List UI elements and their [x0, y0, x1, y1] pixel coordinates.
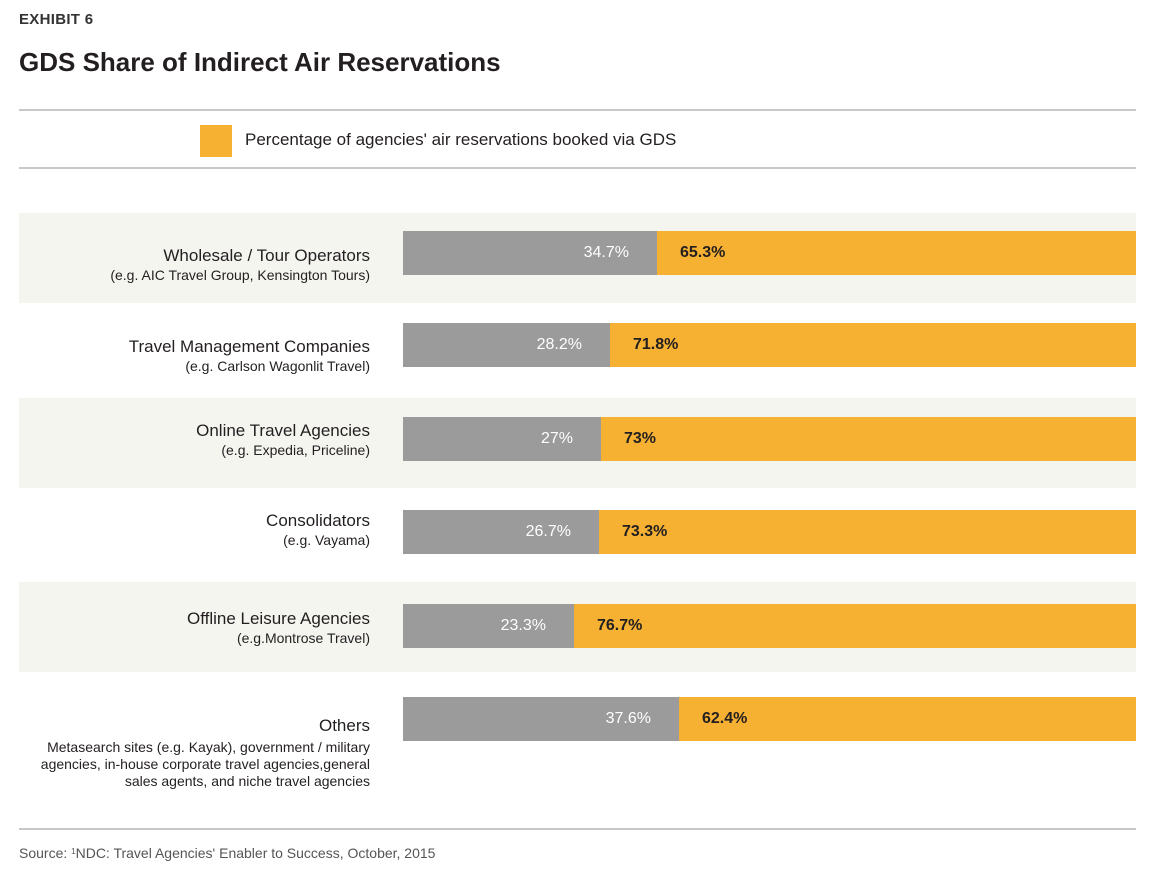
source-text: NDC: Travel Agencies' Enabler to Success…	[75, 845, 436, 861]
bar-non-gds	[403, 231, 657, 275]
bar-non-gds	[403, 510, 599, 554]
bar-gds	[601, 417, 1136, 461]
data-label-non-gds: 28.2%	[536, 336, 582, 353]
data-label-gds: 71.8%	[633, 336, 679, 353]
data-label-gds: 62.4%	[702, 710, 748, 727]
category-name: Offline Leisure Agencies	[186, 609, 370, 628]
divider-bottom	[19, 828, 1136, 830]
source-note: Source: 1NDC: Travel Agencies' Enabler t…	[19, 845, 435, 861]
exhibit-label: EXHIBIT 6	[19, 11, 94, 28]
category-label: Consolidators (e.g. Vayama)	[19, 510, 370, 549]
bar-gds	[610, 323, 1136, 367]
source-footnote-marker: 1	[71, 847, 76, 856]
category-example: (e.g. Vayama)	[283, 532, 370, 548]
data-label-non-gds: 34.7%	[583, 244, 629, 261]
bar-gds	[657, 231, 1136, 275]
category-example: (e.g. Expedia, Priceline)	[221, 442, 370, 458]
bar-non-gds	[403, 604, 574, 648]
legend-label: Percentage of agencies' air reservations…	[245, 130, 677, 149]
legend-swatch	[200, 125, 232, 157]
category-name: Others	[318, 716, 370, 735]
category-example: Metasearch sites (e.g. Kayak), governmen…	[40, 739, 370, 789]
category-label: Others Metasearch sites (e.g. Kayak), gov…	[19, 715, 370, 790]
category-label: Online Travel Agencies (e.g. Expedia, Pri…	[19, 420, 370, 459]
category-name: Online Travel Agencies	[196, 421, 370, 440]
category-label: Wholesale / Tour Operators (e.g. AIC Trav…	[19, 245, 370, 284]
data-label-gds: 65.3%	[680, 244, 726, 261]
category-name: Travel Management Companies	[128, 337, 370, 356]
data-label-gds: 76.7%	[597, 617, 643, 634]
category-example: (e.g. AIC Travel Group, Kensington Tours…	[110, 267, 370, 283]
category-example: (e.g.Montrose Travel)	[236, 630, 370, 646]
category-label: Offline Leisure Agencies (e.g.Montrose Tr…	[19, 608, 370, 647]
category-example: (e.g. Carlson Wagonlit Travel)	[185, 358, 370, 374]
data-label-non-gds: 23.3%	[500, 617, 546, 634]
chart-title: GDS Share of Indirect Air Reservations	[19, 47, 501, 77]
data-label-non-gds: 37.6%	[605, 710, 651, 727]
bar-non-gds	[403, 417, 601, 461]
category-name: Consolidators	[266, 511, 370, 530]
bar-non-gds	[403, 697, 679, 741]
category-label: Travel Management Companies (e.g. Carlson…	[19, 336, 370, 375]
divider-top	[19, 109, 1136, 111]
data-label-non-gds: 27%	[540, 430, 573, 447]
category-name: Wholesale / Tour Operators	[163, 246, 370, 265]
divider-legend	[19, 167, 1136, 169]
bar-gds	[599, 510, 1136, 554]
bar-gds	[574, 604, 1136, 648]
bar-non-gds	[403, 323, 610, 367]
bar-gds	[679, 697, 1136, 741]
data-label-gds: 73%	[624, 430, 657, 447]
source-prefix: Source:	[19, 845, 68, 861]
data-label-gds: 73.3%	[622, 523, 668, 540]
data-label-non-gds: 26.7%	[525, 523, 571, 540]
